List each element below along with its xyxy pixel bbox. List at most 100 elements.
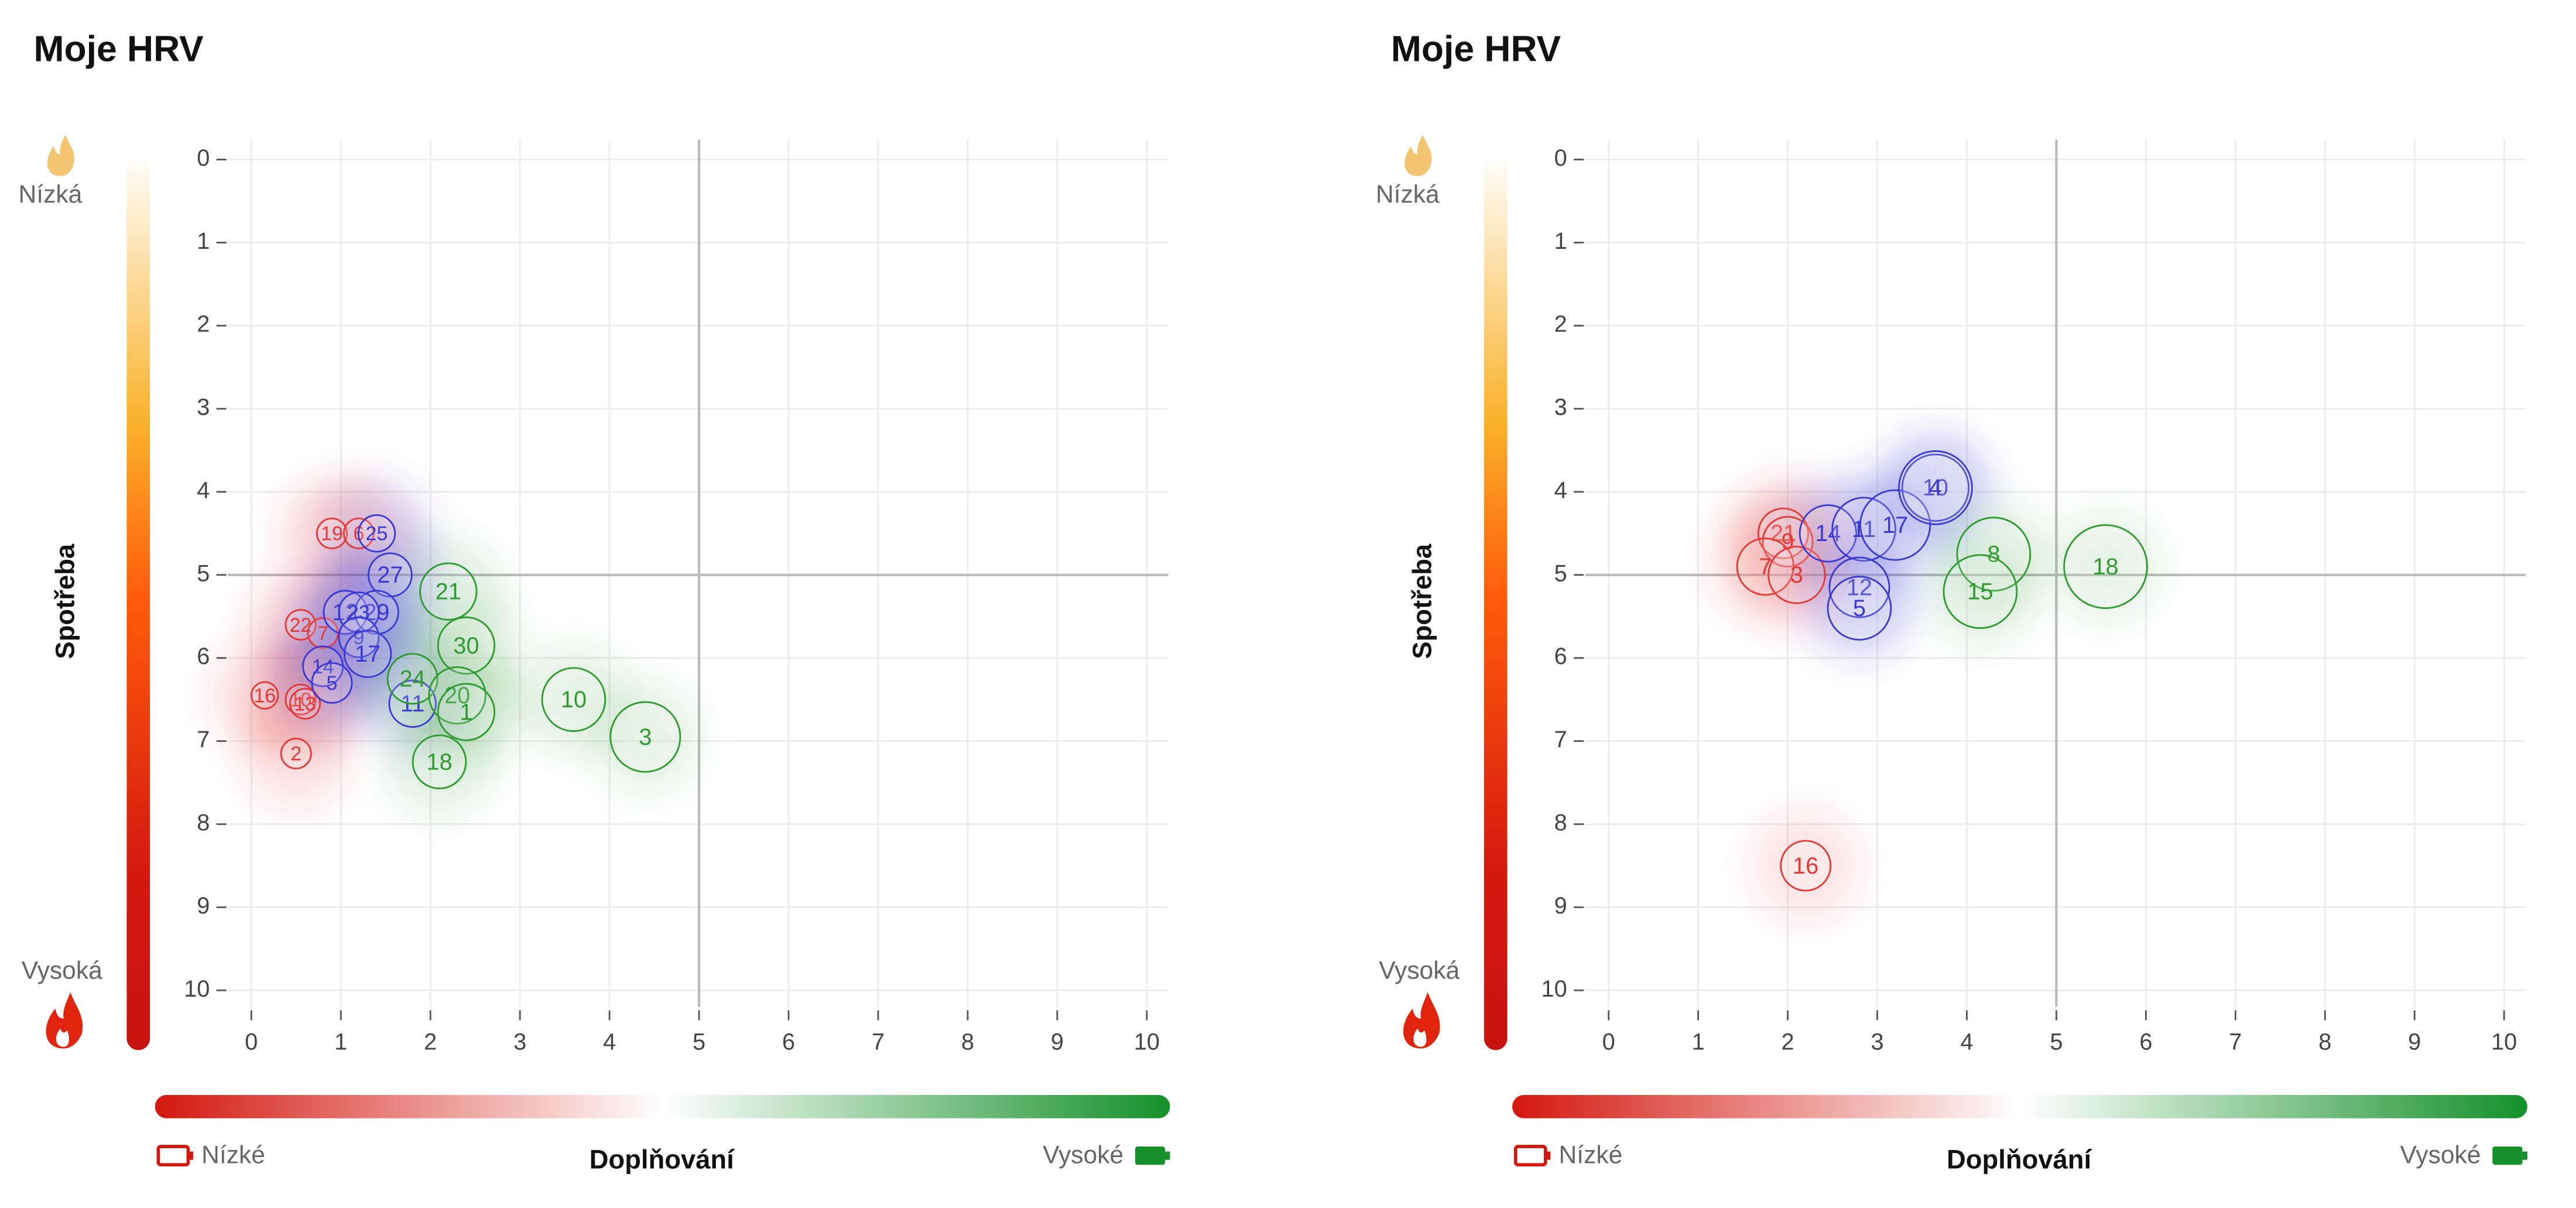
y-tick-label: 1 [1554,228,1567,254]
point-label: 20 [444,683,470,709]
point[interactable] [338,616,380,658]
point[interactable] [368,552,413,598]
point[interactable] [289,687,321,720]
point-label: 30 [453,633,479,659]
point-label: 18 [426,749,452,775]
point-label: 5 [326,672,337,694]
x-tick-label: 3 [513,1029,526,1055]
y-tick-label: 3 [197,395,210,420]
point-label: 15 [1967,579,1993,605]
point[interactable] [437,616,496,675]
battery-high-icon [1135,1147,1166,1165]
x-tick-label: 1 [334,1029,347,1055]
point[interactable] [1827,576,1892,641]
x-high-label: Vysoké [1043,1141,1123,1169]
replenishment-scale [155,1095,1170,1118]
density [1923,535,2037,648]
y-tick-label: 1 [197,228,210,254]
x-high-label: Vysoké [2400,1141,2481,1169]
point-label: 1 [460,699,472,725]
point-label: 25 [365,523,388,545]
point[interactable] [1799,504,1858,563]
x-tick-label: 8 [2318,1029,2331,1055]
y-tick-label: 6 [197,644,210,669]
y-low-label: Nízká [19,180,83,208]
point[interactable] [1898,450,1973,525]
battery-low-tip [1545,1151,1551,1160]
point[interactable] [311,662,353,704]
point[interactable] [541,667,607,733]
point-label: 10 [289,689,311,711]
x-tick-label: 7 [2229,1029,2242,1055]
x-low-label: Nízké [201,1141,265,1169]
point[interactable] [1859,489,1931,561]
x-tick-label: 4 [603,1029,616,1055]
y-high-label: Vysoká [1379,956,1460,984]
density [588,680,702,793]
point[interactable] [285,683,317,716]
point-label: 13 [294,693,316,716]
y-tick-label: 7 [1554,727,1567,752]
y-tick-label: 3 [1554,395,1567,420]
point[interactable] [323,590,368,635]
point-label: 9 [1782,529,1794,555]
x-axis-label: Doplňování [1947,1145,2092,1175]
x-tick-label: 0 [1602,1029,1615,1055]
point[interactable] [354,590,399,635]
point[interactable] [412,734,467,789]
point[interactable] [419,562,478,621]
x-axis-label: Doplňování [590,1145,735,1175]
battery-low-tip [188,1151,193,1160]
density [1749,809,1862,922]
point[interactable] [280,737,312,769]
point[interactable] [343,629,392,678]
point[interactable] [1901,453,1970,522]
point-label: 11 [1852,516,1876,542]
point[interactable] [609,701,681,773]
point[interactable] [428,666,487,725]
point[interactable] [437,683,496,741]
point[interactable] [1943,554,2018,629]
point-label: 17 [355,641,381,667]
y-tick-label: 2 [197,312,210,337]
consumption-scale [126,153,150,1050]
flame-icon [1405,134,1432,176]
y-high-label: Vysoká [22,956,102,984]
point[interactable] [1767,546,1826,604]
y-tick-label: 8 [1554,810,1567,836]
point-label: 12 [333,600,358,625]
point-label: 27 [377,562,403,588]
point-label: 16 [254,685,276,707]
y-tick-label: 10 [1542,976,1567,1002]
point[interactable] [2063,524,2148,610]
chart-title: Moje HRV [1391,28,1561,69]
replenishment-scale [1512,1095,2527,1118]
point-label: 8 [1987,542,2000,567]
y-tick-label: 4 [1554,477,1567,503]
x-tick-label: 3 [1871,1029,1883,1055]
x-tick-label: 1 [1692,1029,1705,1055]
point[interactable] [1831,497,1896,562]
flame-icon [1403,992,1440,1049]
flame-icon [47,134,75,176]
point[interactable] [386,653,439,705]
x-tick-label: 7 [872,1029,885,1055]
battery-high-tip [2522,1151,2527,1160]
y-tick-label: 0 [1554,145,1567,171]
y-axis-label: Spotřeba [50,543,80,659]
point[interactable] [357,514,396,553]
density [382,705,496,819]
point[interactable] [1828,556,1890,618]
point-label: 14 [1815,521,1841,546]
point[interactable] [316,517,348,549]
point-label: 10 [561,687,587,713]
point[interactable] [1780,840,1832,892]
y-low-label: Nízká [1376,180,1440,208]
point[interactable] [251,681,279,710]
point-label: 21 [1770,521,1796,546]
point-label: 7 [317,622,328,645]
point[interactable] [1757,507,1809,559]
x-tick-label: 10 [2491,1029,2517,1055]
